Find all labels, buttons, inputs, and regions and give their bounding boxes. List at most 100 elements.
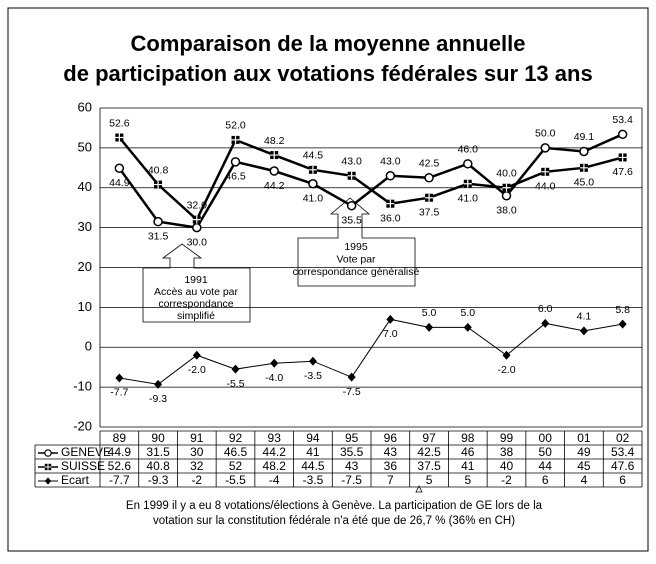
chart-title: de participation aux votations fédérales… xyxy=(63,61,592,86)
data-label: 45.0 xyxy=(574,177,595,189)
x-tick-label: 95 xyxy=(345,431,359,445)
point xyxy=(463,159,473,169)
data-label: -2.0 xyxy=(497,364,515,376)
table-cell: -7.5 xyxy=(341,473,362,487)
legend-label: GENEVE xyxy=(61,445,111,459)
x-tick-label: 90 xyxy=(151,431,165,445)
point xyxy=(270,358,279,368)
annotation: 1995 xyxy=(344,241,368,253)
table-cell: 41 xyxy=(306,445,320,459)
table-cell: 44.9 xyxy=(108,445,132,459)
table-cell: -2 xyxy=(191,473,202,487)
footnote: En 1999 il y a eu 8 votations/élections … xyxy=(126,500,543,512)
data-label: -7.5 xyxy=(343,386,361,398)
point xyxy=(115,373,124,383)
legend-marker xyxy=(44,463,52,471)
legend-marker xyxy=(44,449,52,457)
point xyxy=(424,173,434,183)
table-cell: 52.6 xyxy=(108,459,132,473)
data-label: -7.7 xyxy=(110,387,128,399)
x-tick-label: 97 xyxy=(422,431,436,445)
table-cell: 7 xyxy=(387,473,394,487)
data-label: 46.0 xyxy=(458,144,479,156)
point xyxy=(541,318,550,328)
table-cell: 46.5 xyxy=(224,445,248,459)
point xyxy=(231,135,240,144)
point xyxy=(501,190,512,201)
annotation: 1991 xyxy=(184,274,208,286)
legend-label: SUISSE xyxy=(61,459,105,473)
table-cell: 30 xyxy=(190,445,204,459)
point xyxy=(386,199,395,208)
data-label: 43.0 xyxy=(380,156,401,168)
point xyxy=(230,157,241,167)
data-label: 6.0 xyxy=(538,303,553,315)
data-label: 36.0 xyxy=(380,212,401,224)
x-tick-label: 99 xyxy=(500,431,514,445)
point xyxy=(502,183,511,192)
data-label: -5.5 xyxy=(226,378,244,390)
point xyxy=(579,326,588,336)
point xyxy=(308,179,318,189)
point xyxy=(579,163,588,172)
point xyxy=(153,216,163,227)
data-label: 53.4 xyxy=(612,114,633,126)
point xyxy=(308,356,317,366)
x-tick-label: 92 xyxy=(229,431,243,445)
point xyxy=(154,379,163,389)
data-label: 40.0 xyxy=(496,168,517,180)
x-tick-label: 91 xyxy=(190,431,204,445)
table-cell: -7.7 xyxy=(109,473,130,487)
table-cell: -2 xyxy=(501,473,512,487)
table-cell: 44.2 xyxy=(263,445,287,459)
data-label: 7.0 xyxy=(383,328,398,340)
table-cell: -5.5 xyxy=(225,473,246,487)
data-label: -4.0 xyxy=(265,372,283,384)
point xyxy=(618,153,627,162)
table-cell: -9.3 xyxy=(148,473,169,487)
table-cell: 31.5 xyxy=(146,445,170,459)
y-tick-label: 20 xyxy=(78,259,92,274)
annotation: correspondance généralisé xyxy=(293,266,420,278)
y-tick-label: 60 xyxy=(78,99,92,114)
data-label: 38.0 xyxy=(496,205,517,217)
y-tick-label: 40 xyxy=(78,179,92,194)
callout xyxy=(297,197,416,287)
point xyxy=(463,179,472,188)
data-label: 41.0 xyxy=(458,193,479,205)
data-label: 44.5 xyxy=(303,150,324,162)
x-tick-label: 94 xyxy=(306,431,320,445)
point xyxy=(579,146,589,157)
callout xyxy=(142,243,251,323)
data-label: 5.0 xyxy=(460,307,475,319)
data-label: 46.5 xyxy=(225,171,246,183)
x-tick-label: 96 xyxy=(384,431,398,445)
table-cell: 52 xyxy=(229,459,243,473)
data-label: 50.0 xyxy=(535,128,556,140)
y-tick-label: -20 xyxy=(73,418,92,433)
table-cell: 40 xyxy=(500,459,514,473)
point xyxy=(269,166,279,176)
legend-label: Ecart xyxy=(61,473,90,487)
data-label: 44.2 xyxy=(264,180,285,192)
x-tick-label: 01 xyxy=(577,431,591,445)
point xyxy=(425,193,434,202)
table-cell: 42.5 xyxy=(417,445,441,459)
point xyxy=(192,350,201,360)
point xyxy=(346,200,357,211)
data-label: 31.5 xyxy=(148,230,169,242)
point xyxy=(347,171,356,180)
table-cell: 5 xyxy=(426,473,433,487)
point xyxy=(347,372,356,382)
point xyxy=(385,171,396,181)
table-cell: 37.5 xyxy=(417,459,441,473)
table-cell: 53.4 xyxy=(611,445,635,459)
point xyxy=(192,222,202,233)
table-cell: 32 xyxy=(190,459,204,473)
x-tick-label: 98 xyxy=(461,431,475,445)
table-cell: 46 xyxy=(461,445,475,459)
data-label: 30.0 xyxy=(187,236,208,248)
table-cell: 41 xyxy=(461,459,475,473)
data-label: -2.0 xyxy=(188,364,206,376)
data-label: 32.0 xyxy=(187,199,208,211)
